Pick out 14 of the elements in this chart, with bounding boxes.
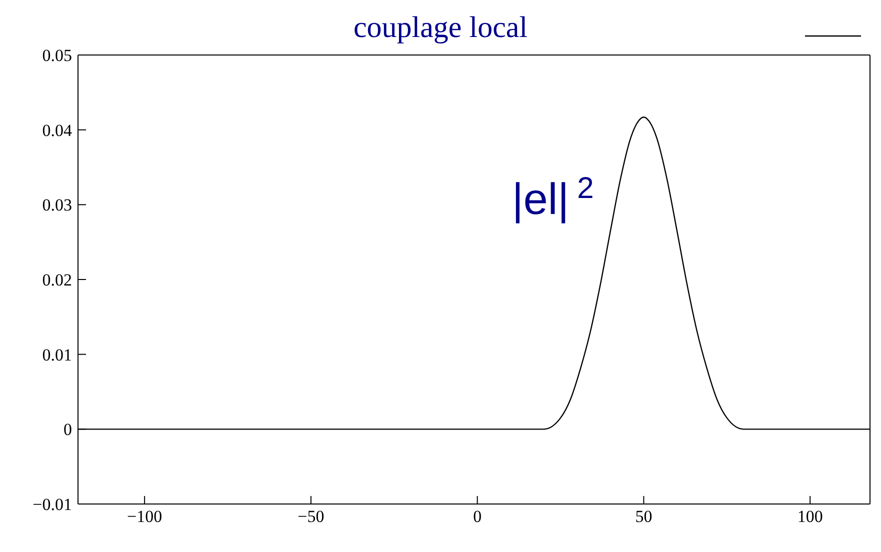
y-tick-label: 0.01 bbox=[42, 345, 72, 364]
y-tick-label: 0.02 bbox=[42, 270, 72, 290]
x-tick-label: 0 bbox=[473, 507, 482, 526]
x-tick-label: 50 bbox=[635, 507, 652, 526]
chart-title: couplage local bbox=[352, 10, 529, 46]
annotation: |el|$^{2}$ bbox=[512, 172, 594, 224]
x-tick-label: 100 bbox=[797, 507, 823, 526]
x-tick-label: −50 bbox=[298, 507, 324, 526]
y-tick-label: −0.01 bbox=[32, 495, 72, 514]
x-tick-label: −100 bbox=[127, 507, 162, 526]
y-tick-label: 0.03 bbox=[42, 196, 72, 215]
y-tick-label: 0.05 bbox=[42, 46, 72, 66]
y-tick-label: 0.04 bbox=[42, 120, 72, 140]
y-tick-label: 0 bbox=[64, 420, 72, 440]
